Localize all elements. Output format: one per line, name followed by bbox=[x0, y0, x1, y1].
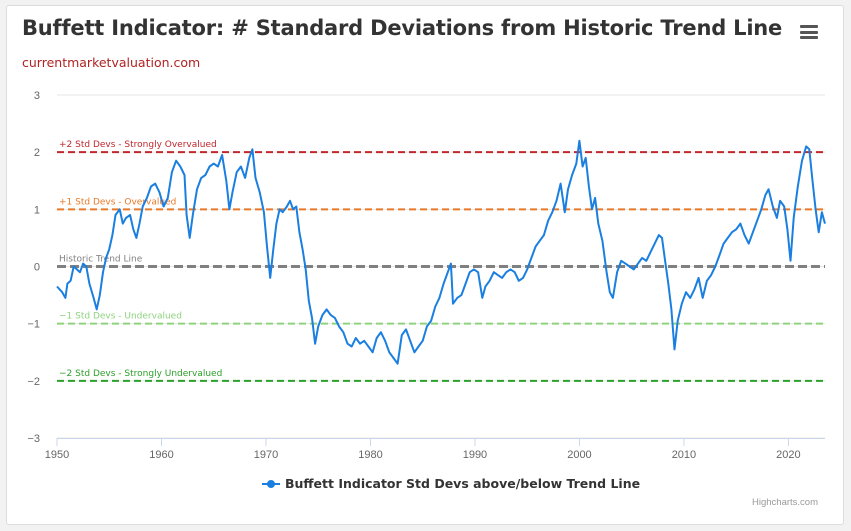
y-tick-label: 1 bbox=[34, 204, 40, 216]
y-tick-label: 2 bbox=[34, 147, 40, 159]
x-tick-label: 1990 bbox=[463, 449, 487, 461]
legend-item[interactable]: Buffett Indicator Std Devs above/below T… bbox=[262, 476, 640, 491]
x-axis: 1950 1960 1970 1980 1990 2000 2010 2020 bbox=[45, 438, 825, 461]
y-tick-label: −1 bbox=[27, 319, 40, 331]
series-group bbox=[57, 141, 825, 364]
y-tick-label: 0 bbox=[34, 262, 40, 274]
x-tick-label: 2000 bbox=[567, 449, 591, 461]
x-tick-label: 1980 bbox=[358, 449, 382, 461]
plot-line-label: +1 Std Devs - Overvalued bbox=[59, 197, 176, 207]
y-tick-label: −3 bbox=[27, 433, 40, 445]
y-axis-labels: −3 −2 −1 0 1 2 3 bbox=[27, 90, 40, 445]
credits-link[interactable]: Highcharts.com bbox=[752, 497, 818, 508]
x-tick-label: 2020 bbox=[776, 449, 800, 461]
x-tick-label: 1950 bbox=[45, 449, 69, 461]
series-line bbox=[57, 141, 825, 364]
plot-line-label: +2 Std Devs - Strongly Overvalued bbox=[59, 140, 217, 150]
y-tick-label: 3 bbox=[34, 90, 40, 102]
x-tick-label: 1960 bbox=[149, 449, 173, 461]
x-tick-label: 2010 bbox=[672, 449, 696, 461]
chart-plot: −3 −2 −1 0 1 2 3 1950 1960 1970 1980 1990 2000 2010 2… bbox=[0, 0, 851, 531]
plot-line-label: −2 Std Devs - Strongly Undervalued bbox=[59, 369, 222, 379]
legend-label: Buffett Indicator Std Devs above/below T… bbox=[285, 476, 640, 491]
legend-symbol-icon bbox=[262, 479, 280, 489]
x-tick-label: 1970 bbox=[254, 449, 278, 461]
plot-line-label: Historic Trend Line bbox=[59, 255, 143, 265]
plot-line-label: −1 Std Devs - Undervalued bbox=[59, 312, 182, 322]
y-tick-label: −2 bbox=[27, 376, 40, 388]
